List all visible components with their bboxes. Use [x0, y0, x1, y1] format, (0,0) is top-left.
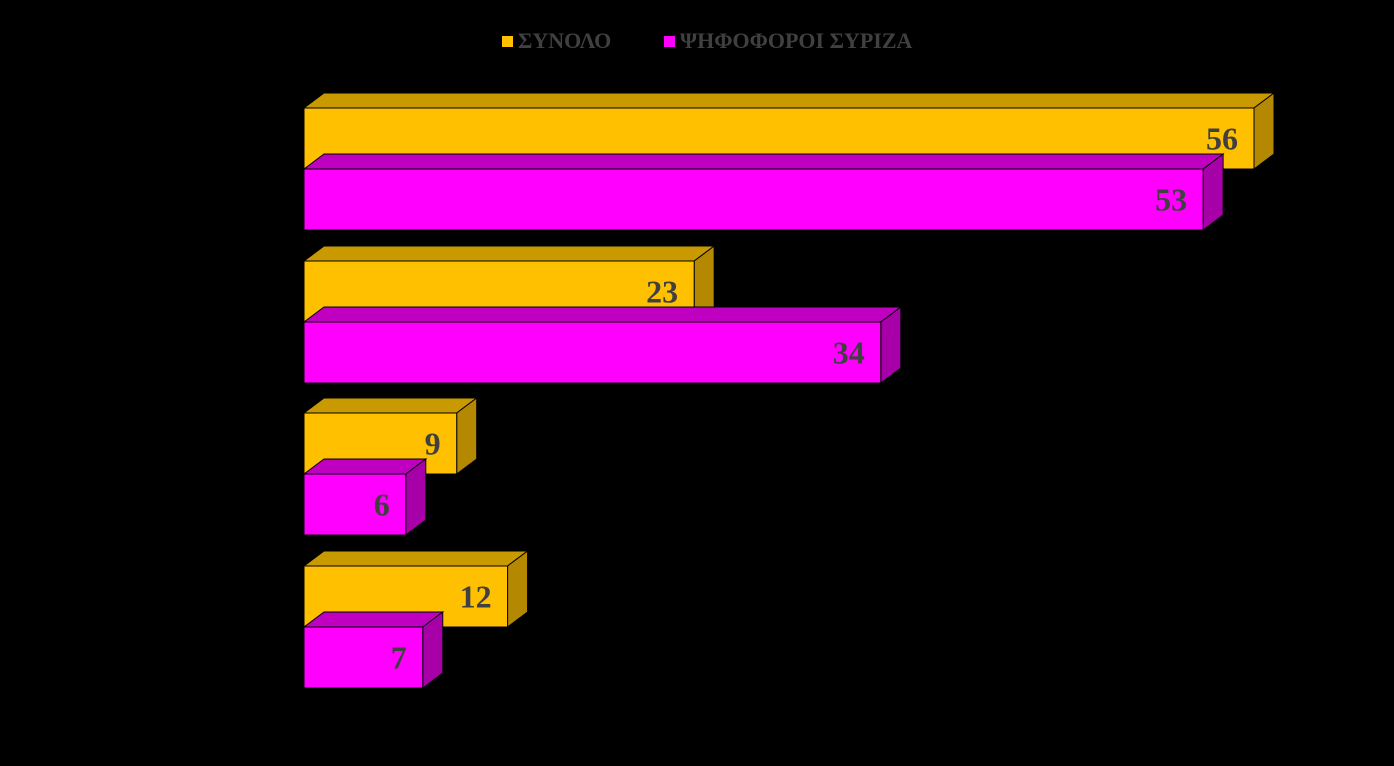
bar-syriza-1: [303, 321, 882, 384]
data-label-total-0: 56: [1206, 121, 1238, 157]
legend-label-syriza-voters: ΨΗΦΟΦΟΡΟΙ ΣΥΡΙΖΑ: [680, 28, 913, 53]
bar-top-syriza-3: [302, 611, 445, 628]
chart-legend: ΣΥΝΟΛΟ ΨΗΦΟΦΟΡΟΙ ΣΥΡΙΖΑ: [0, 28, 1394, 58]
bar-top-total-3: [302, 550, 530, 567]
legend-swatch-syriza-voters: [664, 35, 675, 47]
bar-syriza-3: [303, 626, 424, 689]
bar-top-syriza-2: [302, 458, 428, 475]
bar-top-syriza-1: [302, 306, 903, 323]
bar-top-total-2: [302, 397, 479, 414]
bar-syriza-0: [303, 168, 1204, 231]
legend-swatch-total: [502, 35, 513, 47]
legend-item-total: ΣΥΝΟΛΟ: [502, 28, 611, 54]
data-label-total-1: 23: [646, 274, 678, 310]
data-label-syriza-2: 6: [374, 487, 390, 523]
legend-item-syriza-voters: ΨΗΦΟΦΟΡΟΙ ΣΥΡΙΖΑ: [664, 28, 912, 54]
bar-syriza-2: [303, 473, 407, 536]
data-label-syriza-1: 34: [833, 335, 865, 371]
bar-top-total-1: [302, 245, 716, 262]
data-label-syriza-3: 7: [391, 640, 407, 676]
data-label-total-2: 9: [425, 426, 441, 462]
bar-top-syriza-0: [302, 153, 1225, 170]
data-label-total-3: 12: [460, 579, 492, 615]
data-label-syriza-0: 53: [1155, 182, 1187, 218]
bar-top-total-0: [302, 92, 1276, 109]
legend-label-total: ΣΥΝΟΛΟ: [518, 28, 612, 53]
